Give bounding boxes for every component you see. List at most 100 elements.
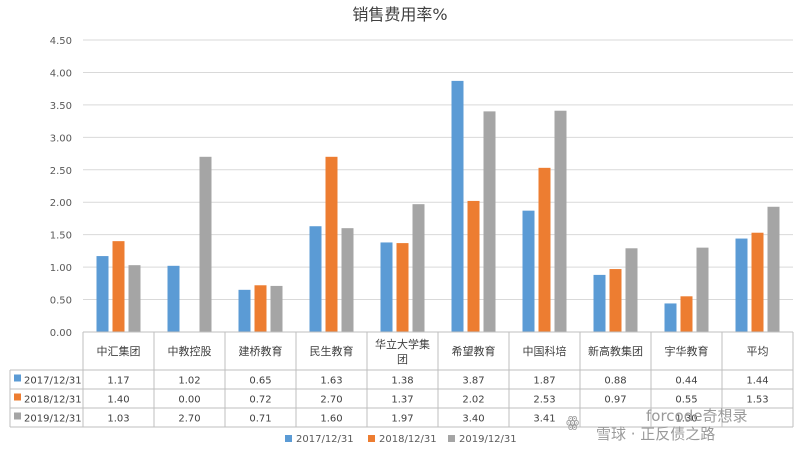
- table-cell: 1.87: [533, 376, 555, 387]
- series-key: [14, 412, 21, 420]
- y-tick-label: 4.00: [50, 68, 72, 79]
- category-label: 希望教育: [452, 344, 496, 358]
- bar: [735, 238, 748, 332]
- category-label: 华立大学集: [375, 337, 430, 351]
- bar: [664, 303, 677, 332]
- table-cell: 2.70: [178, 414, 200, 425]
- legend-label: 2018/12/31: [379, 434, 437, 445]
- y-tick-label: 2.50: [50, 166, 72, 177]
- series-name: 2017/12/31: [24, 376, 82, 387]
- bar: [396, 243, 409, 332]
- y-tick-label: 0.50: [50, 296, 72, 307]
- category-label: 新高教集团: [588, 344, 643, 358]
- bar: [680, 296, 693, 332]
- table-cell: 1.40: [107, 395, 129, 406]
- watermark-line1: forcode奇想录: [646, 407, 747, 425]
- category-label: 团: [397, 353, 408, 366]
- legend-swatch: [368, 435, 375, 442]
- legend-label: 2017/12/31: [296, 434, 354, 445]
- bar: [451, 80, 464, 332]
- bar: [412, 204, 425, 332]
- table-cell: 0.00: [178, 395, 200, 406]
- legend-swatch: [448, 435, 455, 442]
- category-label: 中汇集团: [97, 344, 141, 358]
- table-cell: 1.03: [107, 414, 129, 425]
- bar: [96, 256, 109, 332]
- bar: [341, 228, 354, 332]
- gridlines: [83, 39, 793, 333]
- category-label: 建桥教育: [239, 344, 283, 358]
- category-label: 民生教育: [310, 344, 354, 358]
- category-label: 中教控股: [168, 344, 212, 358]
- table-cell: 3.40: [462, 414, 484, 425]
- table-cell: 0.72: [249, 395, 271, 406]
- y-tick-label: 1.50: [50, 231, 72, 242]
- table-cell: 0.88: [604, 376, 626, 387]
- category-label: 中国科培: [523, 344, 567, 358]
- bar: [167, 265, 180, 332]
- table-cell: 0.55: [675, 395, 697, 406]
- series-key: [14, 374, 21, 382]
- legend: 2017/12/31 2018/12/31 2019/12/31: [285, 434, 517, 445]
- series-name: 2018/12/31: [24, 395, 82, 406]
- bar: [554, 110, 567, 333]
- y-tick-label: 2.00: [50, 198, 72, 209]
- series-key: [14, 393, 21, 401]
- table-cell: 1.60: [320, 414, 342, 425]
- bar: [538, 167, 551, 332]
- bar: [128, 265, 141, 332]
- bar: [199, 156, 212, 332]
- table-cell: 3.87: [462, 376, 484, 387]
- table-cell: 3.41: [533, 414, 555, 425]
- table-cell: 0.97: [604, 395, 626, 406]
- table-cell: 0.65: [249, 376, 271, 387]
- table-cell: 1.97: [391, 414, 413, 425]
- table-cell: 1.38: [391, 376, 413, 387]
- table-cell: 0.44: [675, 376, 697, 387]
- table-cell: 1.63: [320, 376, 342, 387]
- category-label: 平均: [747, 345, 769, 358]
- bar: [593, 274, 606, 332]
- bar: [238, 289, 251, 332]
- legend-label: 2019/12/31: [459, 434, 517, 445]
- bar: [467, 200, 480, 332]
- legend-swatch: [285, 435, 292, 442]
- bar: [696, 247, 709, 332]
- table-cell: 1.30: [675, 414, 697, 425]
- watermark-logo-icon: ꙮ: [566, 413, 579, 431]
- table-cell: 1.37: [391, 395, 413, 406]
- bar: [522, 210, 535, 332]
- category-label: 宇华教育: [665, 344, 709, 358]
- y-tick-label: 3.50: [50, 101, 72, 112]
- chart-title: 销售费用率%: [352, 5, 447, 24]
- series-name: 2019/12/31: [24, 414, 82, 425]
- table-cell: 1.17: [107, 376, 129, 387]
- bar: [309, 226, 322, 332]
- table-cell: 2.02: [462, 395, 484, 406]
- bar: [751, 232, 764, 332]
- watermark-line2: 雪球 · 正反债之路: [596, 425, 715, 443]
- bar: [112, 241, 125, 332]
- bar: [380, 242, 393, 332]
- bar: [325, 156, 338, 332]
- y-axis: 0.00 0.50 1.00 1.50 2.00 2.50 3.00 3.50 4.00 4.50: [50, 36, 72, 339]
- y-tick-label: 0.00: [50, 328, 72, 339]
- bar: [270, 285, 283, 332]
- table-cell: 0.71: [249, 414, 271, 425]
- y-tick-label: 3.00: [50, 133, 72, 144]
- y-tick-label: 4.50: [50, 36, 72, 47]
- bar: [254, 285, 267, 332]
- table-cell: 2.70: [320, 395, 342, 406]
- watermark: ꙮ forcode奇想录 雪球 · 正反债之路: [566, 407, 747, 443]
- bar: [483, 111, 496, 332]
- bars: [96, 80, 780, 333]
- table-cell: 1.02: [178, 376, 200, 387]
- y-tick-label: 1.00: [50, 263, 72, 274]
- bar: [609, 269, 622, 332]
- table-cell: 1.53: [746, 395, 768, 406]
- table-cell: 2.53: [533, 395, 555, 406]
- table-cell: 1.44: [746, 376, 768, 387]
- bar: [767, 206, 780, 332]
